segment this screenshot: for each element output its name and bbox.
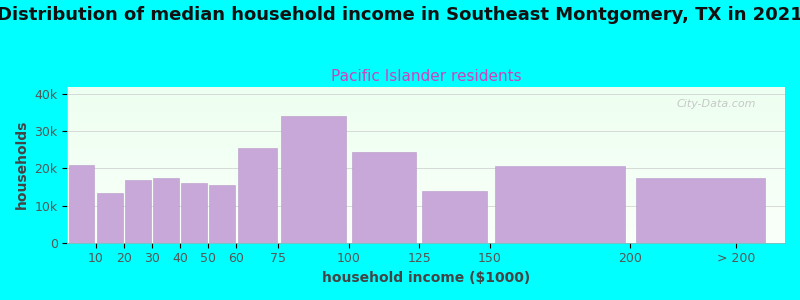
Bar — [422, 191, 486, 243]
Text: City-Data.com: City-Data.com — [677, 99, 756, 109]
Bar — [153, 178, 179, 243]
Bar — [210, 185, 235, 243]
Text: Distribution of median household income in Southeast Montgomery, TX in 2021: Distribution of median household income … — [0, 6, 800, 24]
Bar — [238, 148, 277, 243]
Y-axis label: households: households — [15, 120, 29, 209]
Bar — [125, 179, 150, 243]
Title: Pacific Islander residents: Pacific Islander residents — [331, 69, 522, 84]
Bar — [282, 116, 346, 243]
Bar — [495, 167, 625, 243]
X-axis label: household income ($1000): household income ($1000) — [322, 271, 530, 285]
Bar — [97, 193, 122, 243]
Bar — [352, 152, 416, 243]
Bar — [181, 183, 207, 243]
Bar — [69, 165, 94, 243]
Bar — [636, 178, 766, 243]
